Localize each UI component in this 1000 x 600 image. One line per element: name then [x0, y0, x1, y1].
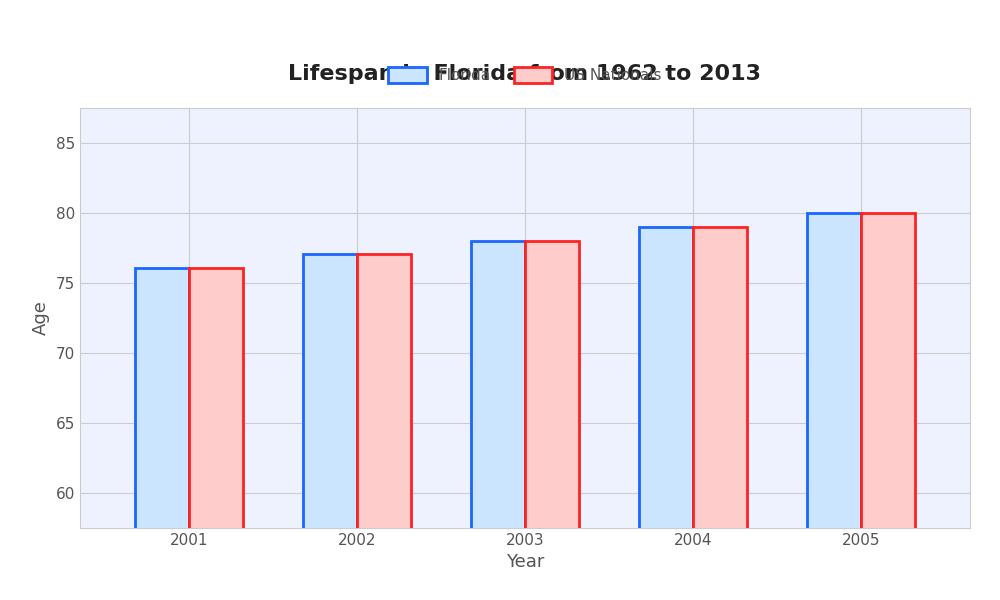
- Bar: [525, 241, 579, 600]
- Bar: [303, 254, 357, 600]
- Bar: [357, 254, 411, 600]
- Bar: [639, 227, 693, 600]
- Bar: [189, 268, 243, 600]
- Bar: [135, 268, 189, 600]
- Bar: [471, 241, 525, 600]
- Y-axis label: Age: Age: [32, 301, 50, 335]
- Bar: [693, 227, 747, 600]
- Bar: [861, 213, 915, 600]
- Title: Lifespan in Florida from 1962 to 2013: Lifespan in Florida from 1962 to 2013: [288, 64, 762, 84]
- Legend: Florida, US Nationals: Florida, US Nationals: [382, 61, 668, 89]
- X-axis label: Year: Year: [506, 553, 544, 571]
- Bar: [807, 213, 861, 600]
